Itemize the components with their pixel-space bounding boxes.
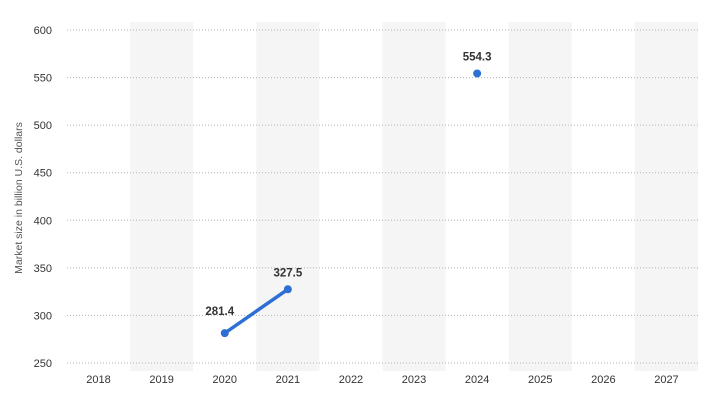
x-tick-label: 2026 bbox=[591, 374, 615, 386]
column-band bbox=[508, 22, 572, 371]
y-axis-ticks: 250 300 350 400 450 500 550 600 bbox=[34, 25, 52, 370]
y-tick-label: 400 bbox=[34, 215, 52, 227]
data-label: 554.3 bbox=[463, 51, 492, 63]
column-band bbox=[256, 22, 320, 371]
column-band bbox=[130, 22, 194, 371]
x-tick-label: 2023 bbox=[402, 374, 426, 386]
x-tick-label: 2019 bbox=[149, 374, 173, 386]
data-label: 281.4 bbox=[205, 306, 234, 318]
alternating-bands bbox=[130, 22, 698, 371]
y-tick-label: 600 bbox=[34, 25, 52, 37]
y-tick-label: 550 bbox=[34, 73, 52, 85]
x-tick-label: 2020 bbox=[213, 374, 237, 386]
column-band bbox=[382, 22, 446, 371]
x-tick-label: 2025 bbox=[528, 374, 552, 386]
data-point[interactable] bbox=[220, 329, 229, 338]
data-point[interactable] bbox=[283, 285, 292, 294]
data-labels: 281.4 327.5 554.3 bbox=[205, 51, 491, 318]
series-line bbox=[223, 287, 290, 335]
y-gridlines bbox=[67, 29, 698, 364]
series-points bbox=[220, 69, 482, 338]
y-tick-label: 250 bbox=[34, 358, 52, 370]
data-label: 327.5 bbox=[273, 267, 302, 279]
x-axis-ticks: 2018 2019 2020 2021 2022 2023 2024 2025 2026 2027 bbox=[86, 374, 678, 386]
x-tick-label: 2024 bbox=[465, 374, 489, 386]
x-tick-label: 2021 bbox=[276, 374, 300, 386]
y-tick-label: 300 bbox=[34, 310, 52, 322]
x-tick-label: 2018 bbox=[86, 374, 110, 386]
x-tick-label: 2027 bbox=[654, 374, 678, 386]
y-tick-label: 500 bbox=[34, 120, 52, 132]
y-axis-label: Market size in billion U.S. dollars bbox=[13, 122, 25, 274]
column-band bbox=[634, 22, 698, 371]
y-tick-label: 450 bbox=[34, 168, 52, 180]
x-tick-label: 2022 bbox=[339, 374, 363, 386]
y-tick-label: 350 bbox=[34, 263, 52, 275]
data-point[interactable] bbox=[473, 69, 482, 78]
series-lines bbox=[223, 287, 290, 335]
